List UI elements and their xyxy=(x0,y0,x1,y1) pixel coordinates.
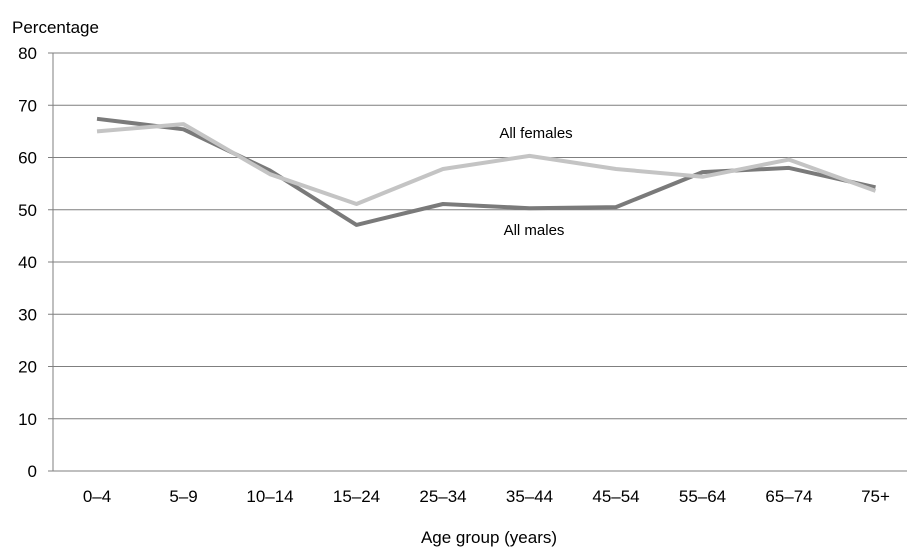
y-axis-title: Percentage xyxy=(12,18,99,37)
series-line-all-females xyxy=(96,122,877,206)
series-label-all-males: All males xyxy=(504,222,565,239)
series-lines xyxy=(96,116,877,227)
y-tick-label: 50 xyxy=(18,201,37,220)
series-label-all-females: All females xyxy=(499,125,572,142)
x-tick-label: 0–4 xyxy=(83,487,111,506)
x-tick-label: 65–74 xyxy=(765,487,812,506)
axes xyxy=(48,52,907,472)
x-tick-label: 45–54 xyxy=(592,487,639,506)
x-tick-label: 75+ xyxy=(861,487,890,506)
x-tick-label: 15–24 xyxy=(333,487,380,506)
y-tick-label: 80 xyxy=(18,44,37,63)
y-tick-label: 60 xyxy=(18,149,37,168)
y-tick-label: 30 xyxy=(18,305,37,324)
y-tick-label: 0 xyxy=(28,462,37,481)
y-tick-label: 70 xyxy=(18,96,37,115)
x-tick-label: 5–9 xyxy=(169,487,197,506)
x-tick-label: 35–44 xyxy=(506,487,553,506)
y-tick-label: 20 xyxy=(18,358,37,377)
series-line-all-males xyxy=(96,116,876,227)
x-tick-label: 10–14 xyxy=(246,487,293,506)
x-tick-label: 55–64 xyxy=(679,487,726,506)
x-tick-label: 25–34 xyxy=(419,487,466,506)
y-tick-label: 40 xyxy=(18,253,37,272)
x-tick-labels: 0–4 5–9 10–14 15–24 25–34 35–44 45–54 55–64 65–7… xyxy=(83,487,890,506)
y-tick-labels: 0 10 20 30 40 50 60 70 80 xyxy=(18,44,37,481)
y-tick-label: 10 xyxy=(18,410,37,429)
gridlines xyxy=(53,52,907,420)
x-axis-title: Age group (years) xyxy=(421,528,557,547)
